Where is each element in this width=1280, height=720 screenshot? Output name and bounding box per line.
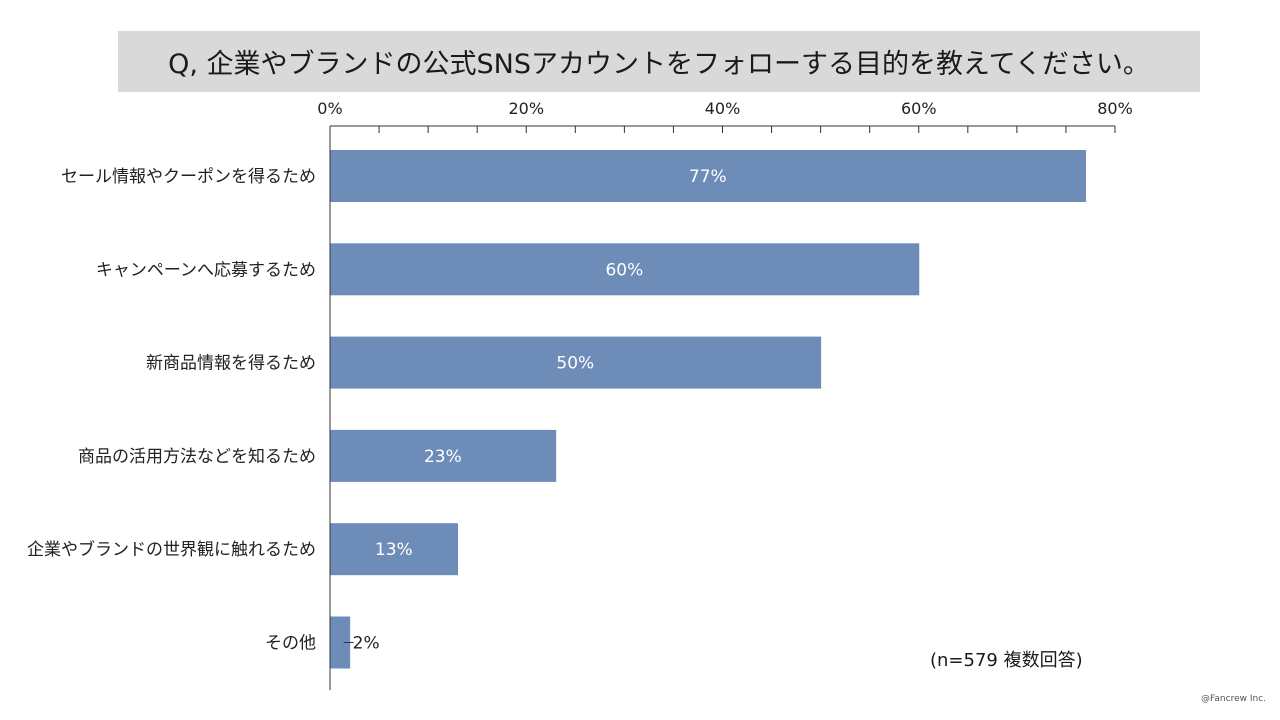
sample-size-note: (n=579 複数回答) — [930, 650, 1083, 671]
bar — [330, 616, 351, 669]
x-tick-label: 40% — [705, 99, 741, 118]
chart-title: Q, 企業やブランドの公式SNSアカウントをフォローする目的を教えてください。 — [118, 31, 1200, 92]
category-label: その他 — [265, 634, 316, 654]
data-label: 50% — [556, 354, 594, 374]
bar — [330, 150, 1087, 202]
bar — [330, 429, 557, 482]
bar — [330, 523, 459, 576]
bar — [330, 336, 822, 389]
category-label: 企業やブランドの世界観に触れるため — [27, 539, 316, 560]
x-tick-label: 20% — [508, 99, 544, 118]
data-label: 77% — [689, 167, 727, 187]
category-label: 新商品情報を得るため — [146, 354, 316, 374]
category-label: キャンペーンへ応募するため — [96, 260, 316, 280]
data-label: 60% — [605, 260, 643, 280]
category-label: セール情報やクーポンを得るため — [61, 167, 316, 187]
data-label: 2% — [353, 634, 380, 654]
x-tick-label: 80% — [1097, 99, 1133, 118]
data-label: 13% — [375, 540, 413, 560]
category-label: 商品の活用方法などを知るため — [78, 447, 316, 467]
copyright-text: @Fancrew Inc. — [1201, 694, 1266, 704]
bar — [330, 243, 920, 296]
x-tick-label: 0% — [317, 99, 342, 118]
x-tick-label: 60% — [901, 99, 937, 118]
data-label: 23% — [424, 447, 462, 467]
